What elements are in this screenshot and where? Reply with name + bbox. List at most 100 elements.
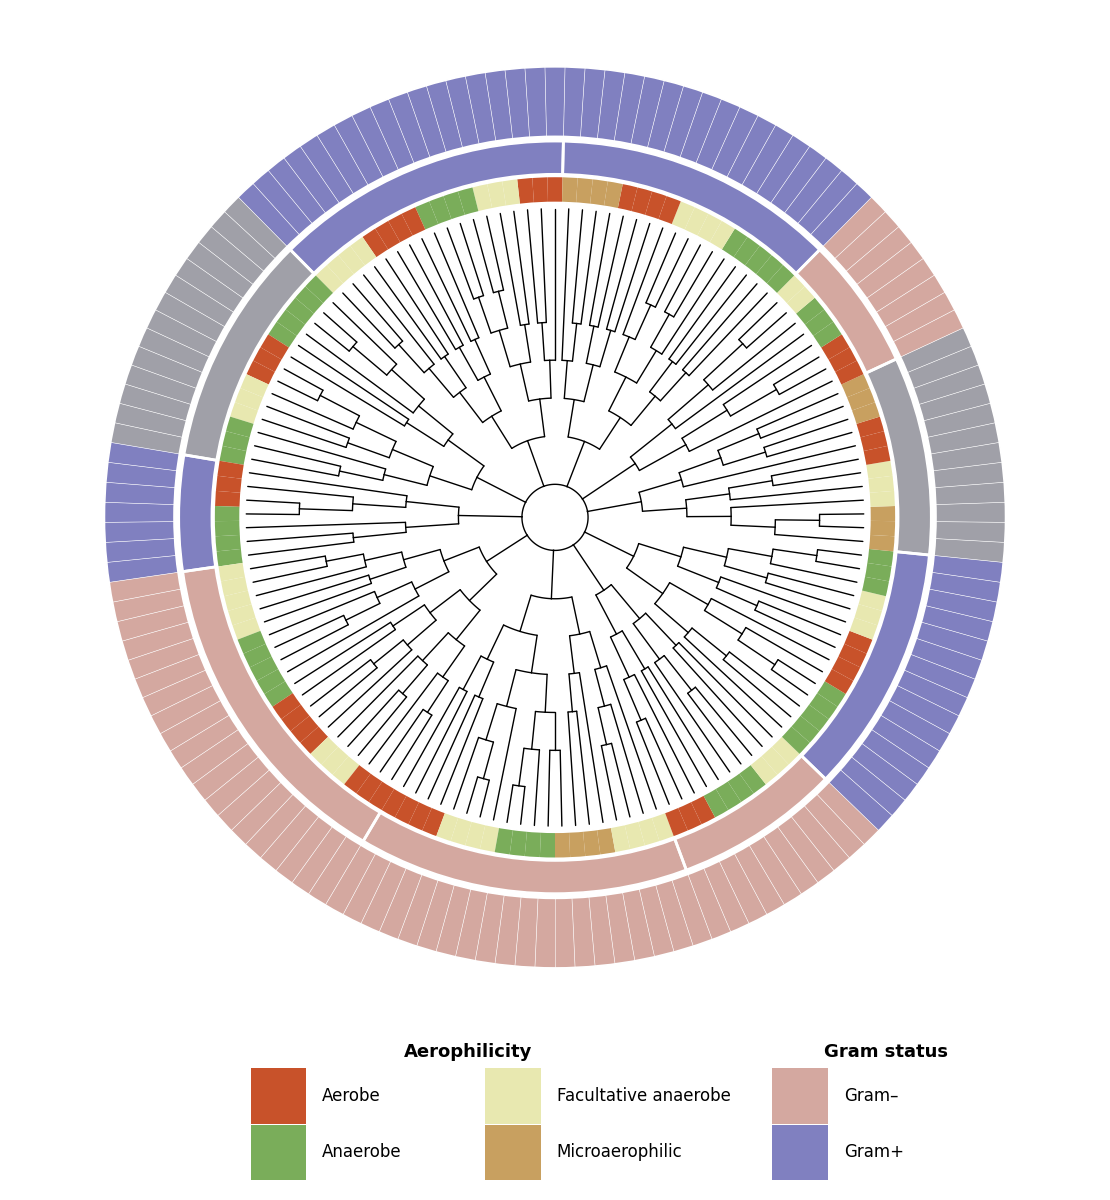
- Polygon shape: [252, 347, 282, 372]
- Polygon shape: [539, 832, 555, 858]
- Polygon shape: [291, 142, 564, 274]
- Polygon shape: [835, 211, 899, 271]
- Polygon shape: [810, 184, 871, 246]
- Polygon shape: [665, 808, 688, 836]
- Polygon shape: [502, 179, 519, 206]
- Polygon shape: [861, 730, 929, 785]
- Polygon shape: [791, 805, 850, 871]
- Polygon shape: [119, 384, 191, 421]
- Polygon shape: [658, 196, 682, 224]
- Text: Gram+: Gram+: [844, 1144, 904, 1162]
- Polygon shape: [870, 506, 896, 521]
- Polygon shape: [771, 737, 800, 766]
- Polygon shape: [844, 630, 874, 654]
- Polygon shape: [315, 264, 344, 294]
- Polygon shape: [664, 85, 703, 157]
- Polygon shape: [849, 617, 878, 640]
- Polygon shape: [761, 746, 789, 775]
- Polygon shape: [422, 808, 445, 836]
- Polygon shape: [678, 802, 702, 832]
- Polygon shape: [457, 186, 478, 216]
- Polygon shape: [555, 898, 575, 968]
- Polygon shape: [256, 668, 286, 695]
- Polygon shape: [817, 782, 879, 845]
- Polygon shape: [930, 443, 1002, 470]
- Polygon shape: [904, 654, 976, 698]
- Polygon shape: [897, 670, 968, 716]
- Text: Microaerophilic: Microaerophilic: [557, 1144, 683, 1162]
- Polygon shape: [820, 334, 850, 360]
- Polygon shape: [428, 196, 452, 224]
- Polygon shape: [688, 868, 730, 940]
- Polygon shape: [727, 773, 754, 803]
- Polygon shape: [867, 359, 931, 554]
- Polygon shape: [155, 292, 225, 342]
- Polygon shape: [436, 812, 458, 842]
- Polygon shape: [183, 566, 380, 841]
- Polygon shape: [914, 365, 986, 404]
- Polygon shape: [625, 821, 645, 850]
- Polygon shape: [105, 462, 176, 487]
- Bar: [485, 1124, 541, 1180]
- Polygon shape: [926, 589, 998, 622]
- Polygon shape: [239, 184, 300, 246]
- Polygon shape: [750, 756, 778, 785]
- Polygon shape: [597, 70, 625, 142]
- Polygon shape: [928, 422, 999, 454]
- Polygon shape: [290, 715, 320, 743]
- Polygon shape: [583, 829, 601, 857]
- Polygon shape: [838, 643, 867, 667]
- Polygon shape: [851, 743, 918, 800]
- Polygon shape: [727, 115, 776, 185]
- Polygon shape: [921, 606, 993, 641]
- Polygon shape: [215, 475, 242, 493]
- Text: Gram status: Gram status: [824, 1043, 948, 1061]
- Polygon shape: [606, 893, 635, 964]
- Polygon shape: [485, 70, 513, 142]
- Polygon shape: [380, 868, 422, 940]
- Polygon shape: [225, 416, 254, 438]
- Polygon shape: [756, 134, 810, 203]
- Polygon shape: [722, 228, 748, 258]
- Polygon shape: [112, 589, 184, 622]
- Polygon shape: [716, 781, 741, 811]
- Polygon shape: [124, 365, 196, 404]
- Polygon shape: [231, 782, 293, 845]
- Polygon shape: [234, 388, 264, 410]
- Polygon shape: [243, 643, 272, 667]
- Polygon shape: [869, 491, 896, 506]
- Polygon shape: [680, 91, 722, 163]
- Polygon shape: [215, 548, 243, 566]
- Polygon shape: [495, 895, 521, 966]
- Polygon shape: [104, 503, 174, 522]
- Polygon shape: [214, 506, 240, 521]
- Polygon shape: [114, 403, 186, 437]
- Polygon shape: [652, 812, 674, 842]
- Polygon shape: [856, 416, 885, 438]
- Polygon shape: [739, 764, 766, 794]
- Polygon shape: [142, 670, 213, 716]
- Polygon shape: [846, 388, 876, 410]
- Polygon shape: [741, 125, 794, 194]
- Polygon shape: [509, 829, 527, 857]
- Polygon shape: [260, 805, 319, 871]
- Polygon shape: [186, 242, 253, 299]
- Polygon shape: [487, 180, 506, 209]
- Polygon shape: [204, 757, 270, 816]
- Polygon shape: [224, 197, 287, 259]
- Polygon shape: [770, 146, 826, 214]
- Polygon shape: [572, 896, 595, 967]
- Polygon shape: [604, 180, 623, 209]
- Polygon shape: [749, 836, 801, 905]
- Polygon shape: [800, 704, 829, 732]
- Polygon shape: [397, 875, 438, 946]
- Polygon shape: [407, 85, 446, 157]
- Polygon shape: [495, 827, 513, 856]
- Polygon shape: [798, 170, 857, 235]
- Polygon shape: [808, 692, 838, 720]
- Polygon shape: [245, 360, 275, 385]
- Polygon shape: [356, 773, 383, 803]
- Polygon shape: [375, 220, 401, 250]
- Polygon shape: [260, 334, 290, 360]
- Polygon shape: [790, 715, 820, 743]
